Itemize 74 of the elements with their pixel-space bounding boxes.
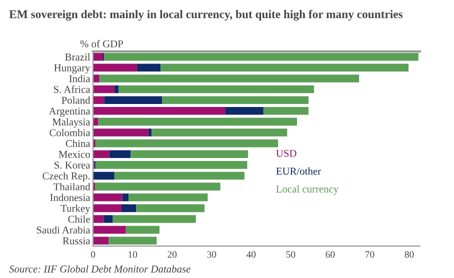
bar (104, 52, 418, 61)
x-tick-label: 70 (366, 251, 374, 258)
bar (128, 193, 208, 202)
bar (95, 139, 278, 148)
y-tick-label: China (66, 140, 90, 148)
y-tick-label: Hungary (54, 64, 90, 74)
bar (93, 226, 126, 234)
bar (162, 96, 308, 104)
y-tick-label: Indonesia (50, 194, 90, 202)
bar (93, 215, 104, 223)
y-tick-label: Brazil (65, 53, 90, 61)
x-tick-label: 10 (128, 251, 138, 258)
x-tick-label: 40 (246, 251, 256, 258)
text: EUR/other (276, 167, 321, 175)
bar (93, 236, 108, 245)
bar (263, 107, 308, 115)
bar (98, 118, 298, 126)
x-tick-label: 60 (326, 251, 335, 258)
bar (93, 150, 110, 158)
bar (109, 150, 131, 158)
bar (130, 150, 248, 158)
bar (118, 85, 314, 94)
text: USD (276, 150, 296, 157)
x-tick-label: 50 (286, 251, 296, 258)
bar (136, 204, 205, 212)
bar (93, 107, 226, 115)
bar (93, 74, 100, 82)
x-tick-label: 0 (91, 251, 96, 258)
bar (126, 226, 160, 234)
y-tick-label: India (69, 74, 90, 82)
bar (95, 161, 248, 169)
bar (93, 85, 114, 94)
bar (152, 128, 288, 136)
bar (93, 204, 122, 212)
text: Local currency (276, 185, 339, 195)
bar (225, 107, 264, 115)
bar (114, 85, 119, 94)
bar (99, 74, 360, 82)
bar (114, 172, 244, 180)
source-note: Source: IIF Global Debt Monitor Database (9, 265, 190, 273)
y-tick-label: Thailand (53, 182, 90, 190)
x-tick-label: 20 (168, 251, 177, 258)
bar (148, 128, 152, 136)
x-axis-title: % of GDP (80, 40, 123, 48)
x-tick-label: 30 (207, 251, 216, 258)
y-tick-label: S. Africa (54, 86, 90, 94)
y-tick-label: Czech Rep. (42, 172, 90, 182)
y-tick-label: S. Korea (54, 162, 90, 169)
bar (93, 193, 122, 202)
bar (93, 64, 137, 72)
bar (112, 215, 196, 223)
bar (93, 172, 114, 180)
bar (108, 236, 157, 245)
bar (95, 182, 220, 190)
bar (104, 215, 113, 223)
y-tick-label: Argentina (48, 108, 90, 117)
chart-title: EM sovereign debt: mainly in local currency, but quite high for many countries (9, 10, 403, 21)
y-tick-label: Malaysia (52, 118, 90, 128)
y-tick-label: Saudi Arabia (36, 226, 90, 234)
y-tick-label: Colombia (50, 128, 90, 136)
bar (122, 204, 136, 212)
bar (136, 64, 161, 72)
bar (93, 96, 104, 104)
y-tick-label: Chile (68, 215, 90, 223)
x-tick-label: 80 (404, 251, 414, 258)
bar (104, 96, 162, 104)
bar (122, 193, 129, 202)
y-tick-label: Russia (62, 237, 90, 244)
bar (93, 128, 148, 136)
bar (93, 52, 103, 61)
y-tick-label: Turkey (60, 204, 90, 214)
bar (160, 64, 408, 72)
y-tick-label: Mexico (58, 150, 90, 158)
y-tick-label: Poland (62, 96, 90, 104)
